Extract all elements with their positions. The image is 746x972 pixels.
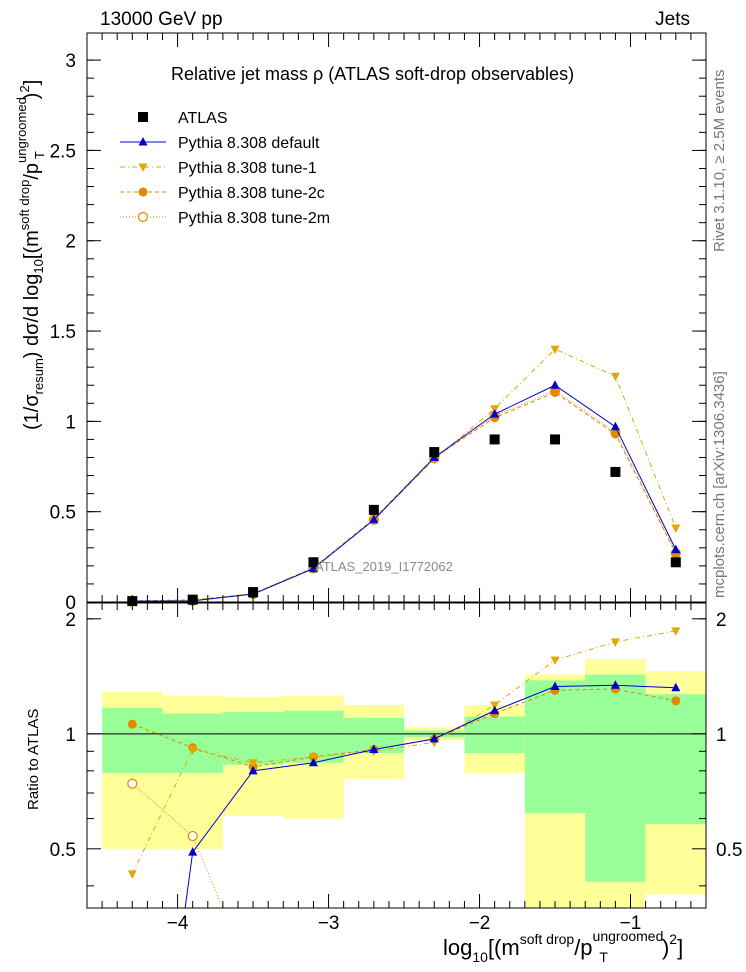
main-point: [429, 447, 440, 458]
ratio-point: [308, 757, 318, 767]
header-right: Jets: [655, 9, 690, 30]
legend-marker: [138, 137, 148, 146]
ratio-xtick-label: −4: [167, 913, 189, 934]
main-point: [248, 587, 259, 598]
ratio-point: [127, 870, 137, 879]
main-plot: 0 0.5 1 1.5 2 2.5 3 Relative jet mass ρ (ATLAS…: [14, 32, 707, 614]
legend-label: ATLAS: [178, 110, 228, 127]
main-ytick-label: 1: [65, 412, 76, 433]
ratio-plot: 0.5 0.5 1 1 2 2 −4 −3 −2 −1 Ratio to ATLAS log10[…: [25, 602, 742, 965]
main-point: [610, 372, 620, 382]
main-point: [610, 421, 620, 431]
ratio-ytick-label-right: 1: [716, 725, 727, 746]
mcplots-label: mcplots.cern.ch [arXiv:1306.3436]: [711, 371, 728, 598]
ratio-frame: [86, 602, 707, 909]
legend-marker: [137, 211, 149, 223]
ratio-xtick-label: −3: [318, 913, 340, 934]
ratio-point: [550, 656, 560, 666]
main-point: [489, 434, 500, 445]
main-point: [550, 345, 560, 355]
ratio-point: [308, 753, 318, 762]
analysis-tag: ATLAS_2019_I1772062: [315, 559, 453, 574]
ratio-point: [671, 627, 681, 636]
ratio-series-line: [131, 630, 676, 875]
legend: ATLAS Pythia 8.308 default Pythia 8.308 tu…: [120, 110, 330, 227]
legend-marker: [138, 163, 148, 172]
ratio-band-inner: [585, 674, 646, 882]
ratio-point: [671, 682, 681, 692]
ratio-point: [187, 830, 198, 842]
main-point: [308, 557, 319, 568]
ratio-point: [127, 778, 138, 789]
main-frame: [86, 32, 707, 603]
ratio-point: [490, 705, 500, 715]
main-point: [671, 544, 681, 554]
ratio-band-inner: [464, 716, 525, 754]
rivet-label: Rivet 3.1.10, ≥ 2.5M events: [711, 70, 728, 253]
main-point: [670, 557, 681, 568]
ratio-xtick-label: −2: [469, 913, 491, 934]
ratio-series-line: [184, 684, 676, 909]
ratio-ytick-label-right: 2: [716, 610, 727, 631]
ratio-point: [429, 733, 439, 743]
main-ytick-label: 2: [65, 232, 76, 253]
plot-title: Relative jet mass ρ (ATLAS soft-drop obs…: [171, 64, 574, 84]
ratio-band-inner: [222, 712, 284, 765]
main-ytick-label: 0: [65, 593, 76, 614]
main-point: [369, 514, 379, 524]
main-point: [550, 380, 560, 389]
ratio-ylabel: Ratio to ATLAS: [25, 709, 42, 810]
main-ytick-label: 1.5: [50, 322, 76, 343]
ratio-point: [127, 719, 137, 729]
main-ytick-label: 3: [65, 51, 76, 72]
ratio-point: [188, 847, 198, 856]
ratio-point: [610, 680, 620, 689]
main-point: [368, 504, 379, 515]
main-ytick-label: 2.5: [50, 141, 76, 162]
ratio-point: [248, 765, 258, 775]
ratio-band-inner: [102, 707, 163, 773]
ratio-ytick-label: 2: [65, 610, 76, 631]
ratio-point: [248, 759, 258, 768]
ratio-ytick-label: 1: [65, 725, 76, 746]
main-point: [308, 563, 318, 573]
main-point: [550, 434, 561, 445]
legend-label: Pythia 8.308 tune-1: [178, 160, 317, 177]
ratio-xtick-label: −1: [620, 913, 642, 934]
legend-label: Pythia 8.308 tune-2m: [178, 210, 330, 227]
ratio-point: [671, 696, 681, 706]
ratio-ytick-label: 0.5: [50, 840, 76, 861]
legend-marker: [138, 112, 148, 122]
ratio-point: [369, 744, 379, 753]
main-point: [610, 466, 621, 477]
main-point: [550, 387, 560, 397]
ratio-point: [550, 681, 560, 691]
main-ylabel: (1/σresum) dσ/d log10[(msoft drop/pungro…: [14, 80, 47, 430]
main-point: [671, 524, 681, 533]
ratio-band-inner: [645, 694, 706, 825]
header-left: 13000 GeV pp: [100, 9, 223, 30]
ratio-point: [610, 638, 620, 647]
legend-label: Pythia 8.308 tune-2c: [178, 185, 325, 202]
ratio-point: [188, 745, 198, 755]
main-point: [490, 409, 500, 418]
main-ytick-label: 0.5: [50, 503, 76, 524]
legend-label: Pythia 8.308 default: [178, 135, 320, 152]
ratio-band-inner: [524, 680, 586, 814]
ratio-ytick-label-right: 0.5: [716, 840, 742, 861]
main-series-line: [132, 391, 677, 602]
ratio-xlabel: log10[(msoft drop/pungroomed T)2]: [443, 928, 683, 965]
legend-marker: [138, 187, 148, 197]
